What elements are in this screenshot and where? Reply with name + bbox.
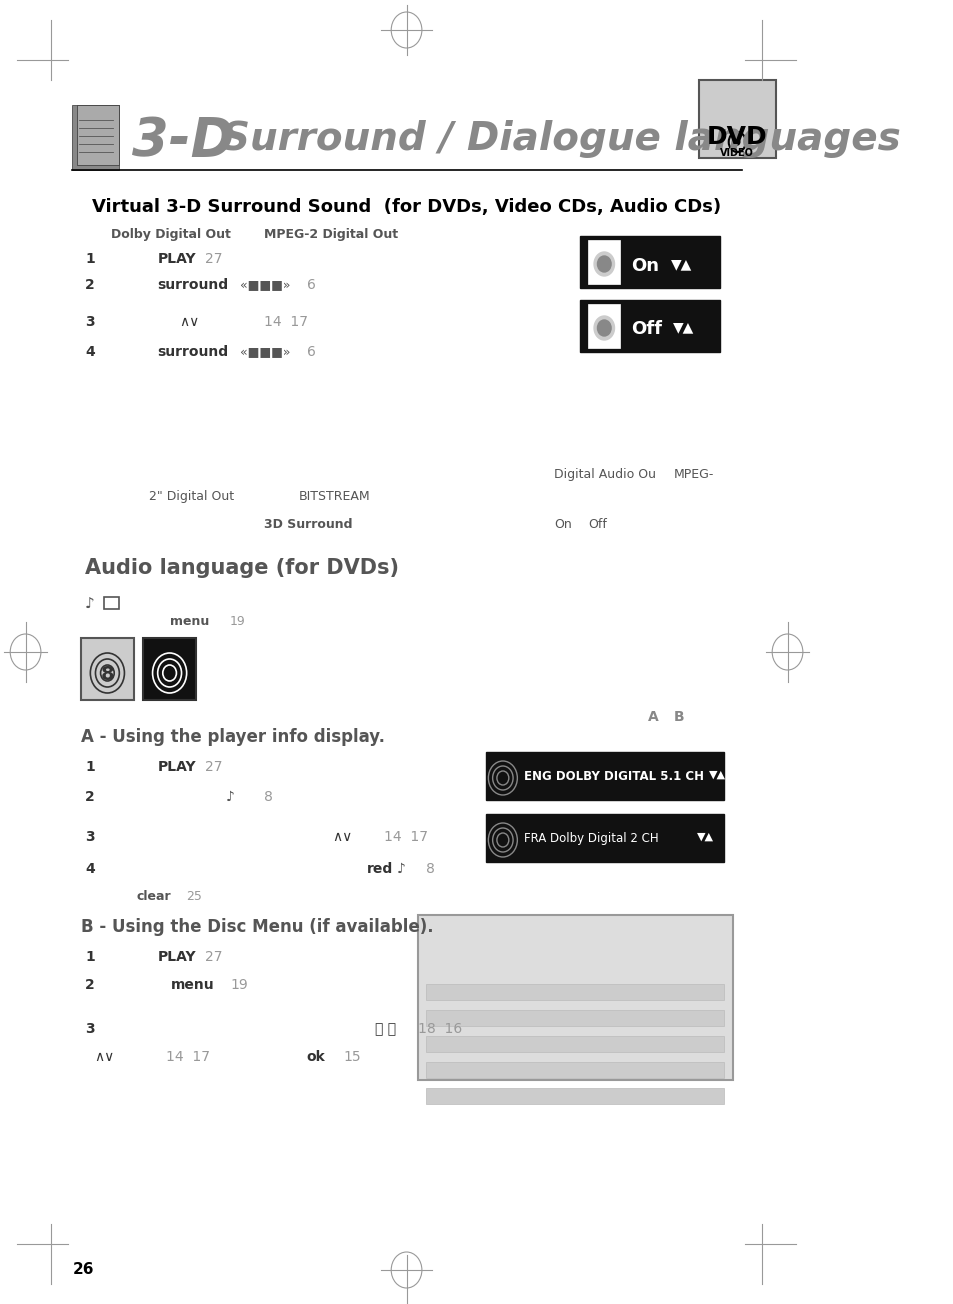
Bar <box>143 638 195 700</box>
Text: Off: Off <box>587 518 606 531</box>
Text: Digital Audio Ou: Digital Audio Ou <box>554 468 656 481</box>
Circle shape <box>597 256 611 273</box>
Bar <box>81 638 133 700</box>
Bar <box>587 304 619 348</box>
Circle shape <box>594 252 614 276</box>
Text: Virtual 3-D Surround Sound  (for DVDs, Video CDs, Audio CDs): Virtual 3-D Surround Sound (for DVDs, Vi… <box>91 198 720 216</box>
Text: surround: surround <box>157 278 229 292</box>
Text: 19: 19 <box>230 615 246 629</box>
Bar <box>485 752 723 799</box>
Text: 2: 2 <box>85 278 95 292</box>
Text: 8: 8 <box>100 665 114 685</box>
Text: ∧∨: ∧∨ <box>93 1050 114 1064</box>
Text: Dolby Digital Out: Dolby Digital Out <box>111 228 231 241</box>
Text: 1: 1 <box>85 760 95 775</box>
Text: ∧∨: ∧∨ <box>332 831 353 844</box>
Text: 27: 27 <box>204 252 222 266</box>
Text: ♪: ♪ <box>85 597 95 612</box>
Text: 2" Digital Out: 2" Digital Out <box>149 490 234 503</box>
Text: 4: 4 <box>85 346 95 359</box>
Text: menu: menu <box>171 615 210 629</box>
Bar <box>104 597 119 609</box>
Text: 3-D: 3-D <box>132 115 234 167</box>
Text: B - Using the Disc Menu (if available).: B - Using the Disc Menu (if available). <box>81 918 434 936</box>
Text: ♪: ♪ <box>396 862 406 876</box>
Bar <box>579 236 720 288</box>
Text: 18  16: 18 16 <box>417 1022 461 1035</box>
Text: 3: 3 <box>85 1022 94 1035</box>
Text: 8: 8 <box>426 862 435 876</box>
Text: Surround / Dialogue languages: Surround / Dialogue languages <box>221 120 900 158</box>
Text: 3: 3 <box>85 831 94 844</box>
Text: 〈 〉: 〈 〉 <box>375 1022 395 1035</box>
Bar <box>699 80 775 158</box>
Text: «■■■»: «■■■» <box>240 346 291 359</box>
Text: PLAY: PLAY <box>157 951 196 964</box>
Text: ENG DOLBY DIGITAL 5.1 CH: ENG DOLBY DIGITAL 5.1 CH <box>523 769 703 782</box>
Text: FRA Dolby Digital 2 CH: FRA Dolby Digital 2 CH <box>523 832 659 845</box>
Text: 6: 6 <box>307 278 315 292</box>
Text: VIDEO: VIDEO <box>720 147 754 158</box>
Text: 4: 4 <box>85 862 95 876</box>
Text: 15: 15 <box>343 1050 361 1064</box>
Text: Audio language (for DVDs): Audio language (for DVDs) <box>85 558 398 578</box>
Circle shape <box>597 319 611 336</box>
Bar <box>485 814 723 862</box>
Bar <box>426 985 723 1000</box>
Text: 14  17: 14 17 <box>166 1050 210 1064</box>
Bar <box>587 240 619 284</box>
Text: ▼▲: ▼▲ <box>697 832 714 842</box>
Text: 26: 26 <box>72 1262 93 1277</box>
Circle shape <box>594 316 614 340</box>
Text: 2: 2 <box>85 790 95 805</box>
Text: 1: 1 <box>85 951 95 964</box>
Bar <box>417 915 732 1080</box>
Bar <box>426 1011 723 1026</box>
Text: surround: surround <box>157 346 229 359</box>
Text: PLAY: PLAY <box>157 760 196 775</box>
Text: ▼▲: ▼▲ <box>672 319 693 334</box>
Text: 8: 8 <box>264 790 273 805</box>
Text: PLAY: PLAY <box>157 252 196 266</box>
Text: red: red <box>366 862 393 876</box>
Text: 14  17: 14 17 <box>264 316 308 329</box>
Bar <box>426 1088 723 1104</box>
Text: clear: clear <box>136 891 171 902</box>
Text: On: On <box>630 257 658 275</box>
Text: MPEG-: MPEG- <box>673 468 713 481</box>
Text: DVD: DVD <box>706 125 767 149</box>
Text: 1: 1 <box>85 252 95 266</box>
Text: ▼▲: ▼▲ <box>670 257 691 271</box>
Text: ok: ok <box>307 1050 325 1064</box>
Text: ♪: ♪ <box>226 790 234 805</box>
Text: BITSTREAM: BITSTREAM <box>298 490 370 503</box>
Text: 3: 3 <box>85 316 94 329</box>
Text: 6: 6 <box>307 346 315 359</box>
Text: A - Using the player info display.: A - Using the player info display. <box>81 728 385 746</box>
Text: 2: 2 <box>85 978 95 992</box>
Bar <box>426 1035 723 1052</box>
Text: «■■■»: «■■■» <box>240 278 291 291</box>
Text: 3D Surround: 3D Surround <box>264 518 353 531</box>
Text: On: On <box>554 518 571 531</box>
Text: 25: 25 <box>186 891 201 902</box>
Text: 27: 27 <box>204 951 222 964</box>
Text: ∧∨: ∧∨ <box>179 316 199 329</box>
Text: B: B <box>673 709 683 724</box>
Text: menu: menu <box>171 978 213 992</box>
Bar <box>72 106 119 170</box>
Text: 14  17: 14 17 <box>383 831 427 844</box>
Text: ▼▲: ▼▲ <box>708 769 725 780</box>
Bar <box>579 300 720 352</box>
Text: A: A <box>647 709 658 724</box>
Bar <box>76 106 119 166</box>
Text: MPEG-2 Digital Out: MPEG-2 Digital Out <box>264 228 398 241</box>
Text: 27: 27 <box>204 760 222 775</box>
Bar <box>426 1061 723 1078</box>
Text: Off: Off <box>630 319 661 338</box>
Text: 19: 19 <box>230 978 248 992</box>
Circle shape <box>734 140 739 145</box>
